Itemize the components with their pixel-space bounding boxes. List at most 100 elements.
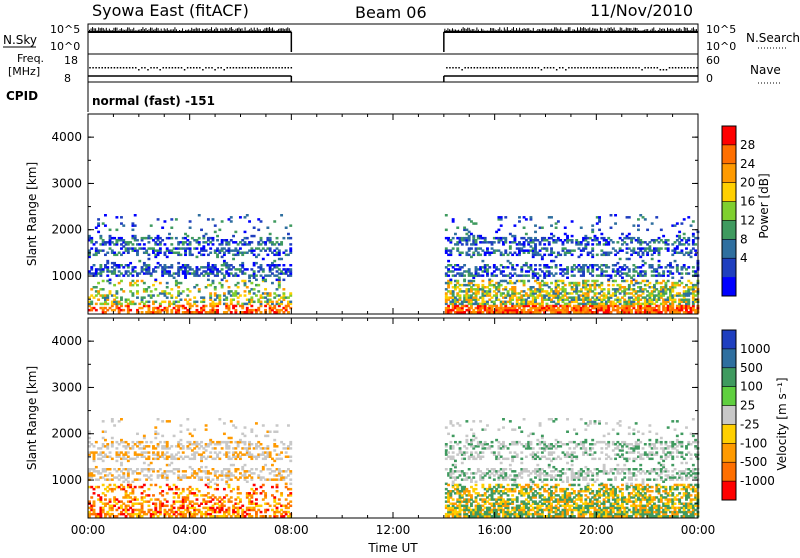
heatmap-cell <box>287 424 290 426</box>
freq-dot <box>141 67 143 69</box>
heatmap-cell <box>289 456 292 458</box>
heatmap-cell <box>170 218 173 220</box>
heatmap-cell <box>93 500 96 502</box>
heatmap-cell <box>221 268 224 270</box>
heatmap-cell <box>170 264 173 266</box>
freq-dot <box>614 67 616 69</box>
freq-dot <box>251 67 253 69</box>
heatmap-cell <box>683 218 686 220</box>
heatmap-cell <box>109 451 112 453</box>
freq-dot <box>629 67 631 69</box>
heatmap-cell <box>461 243 464 245</box>
freq-dot <box>480 67 482 69</box>
heatmap-cell <box>232 258 235 260</box>
heatmap-cell <box>516 264 519 266</box>
heatmap-cell <box>470 247 473 249</box>
freq-dot <box>571 67 573 69</box>
heatmap-cell <box>260 443 263 445</box>
heatmap-cell <box>184 470 187 472</box>
freq-dot <box>181 67 183 69</box>
heatmap-cell <box>93 492 96 494</box>
heatmap-cell <box>539 264 542 266</box>
heatmap-cell <box>479 254 482 256</box>
heatmap-cell <box>241 262 244 264</box>
heatmap-cell <box>289 447 292 449</box>
heatmap-cell <box>678 235 681 237</box>
heatmap-cell <box>246 237 249 239</box>
freq-dot <box>272 67 274 69</box>
heatmap-cell <box>191 435 194 437</box>
heatmap-cell <box>646 229 649 231</box>
colorbar-swatch <box>722 220 736 239</box>
heatmap-cell <box>607 284 610 286</box>
heatmap-cell <box>237 274 240 276</box>
heatmap-cell <box>266 254 269 256</box>
heatmap-cell <box>285 451 288 453</box>
freq-dot <box>178 67 180 69</box>
freq-dot <box>528 67 530 69</box>
freq-dot <box>489 67 491 69</box>
heatmap-cell <box>150 224 153 226</box>
heatmap-cell <box>282 279 285 281</box>
heatmap-cell <box>637 224 640 226</box>
freq-dot <box>291 67 293 69</box>
heatmap-cell <box>463 264 466 266</box>
heatmap-cell <box>106 252 109 254</box>
heatmap-cell <box>678 231 681 233</box>
heatmap-cell <box>134 214 137 216</box>
heatmap-cell <box>147 305 150 307</box>
heatmap-cell <box>285 227 288 229</box>
heatmap-cell <box>102 249 105 251</box>
heatmap-cell <box>237 301 240 303</box>
heatmap-cell <box>154 437 157 439</box>
heatmap-cell <box>180 254 183 256</box>
heatmap-cell <box>136 284 139 286</box>
heatmap-cell <box>244 426 247 428</box>
heatmap-cell <box>115 460 118 462</box>
heatmap-cell <box>95 241 98 243</box>
colorbar-tick-label: 28 <box>740 138 755 152</box>
heatmap-cell <box>170 237 173 239</box>
heatmap-cell <box>632 247 635 249</box>
heatmap-cell <box>566 277 569 279</box>
freq-dot <box>504 67 506 69</box>
heatmap-cell <box>166 282 169 284</box>
heatmap-cell <box>273 439 276 441</box>
heatmap-cell <box>170 462 173 464</box>
freq-dot <box>608 67 610 69</box>
heatmap-cell <box>147 488 150 490</box>
heatmap-cell <box>223 500 226 502</box>
heatmap-cell <box>658 260 661 262</box>
heatmap-cell <box>104 439 107 441</box>
heatmap-cell <box>223 422 226 424</box>
heatmap-cell <box>97 298 100 300</box>
heatmap-cell <box>154 270 157 272</box>
heatmap-cell <box>266 227 269 229</box>
heatmap-cell <box>637 229 640 231</box>
heatmap-cell <box>218 229 221 231</box>
heatmap-cell <box>152 294 155 296</box>
heatmap-cell <box>580 227 583 229</box>
heatmap-cell <box>113 424 116 426</box>
freq-dot <box>269 67 271 69</box>
freq-dot <box>693 67 695 69</box>
heatmap-cell <box>221 284 224 286</box>
heatmap-cell <box>209 247 212 249</box>
heatmap-cell <box>154 502 157 504</box>
heatmap-cell <box>154 426 157 428</box>
freq-dot <box>239 67 241 69</box>
freq-dot <box>281 67 283 69</box>
heatmap-cell <box>543 243 546 245</box>
heatmap-cell <box>287 233 290 235</box>
heatmap-cell <box>230 216 233 218</box>
heatmap-cell <box>273 496 276 498</box>
freq-dot <box>461 69 463 71</box>
freq-dot <box>516 67 518 69</box>
heatmap-cell <box>651 264 654 266</box>
heatmap-cell <box>269 237 272 239</box>
heatmap-cell <box>674 260 677 262</box>
heatmap-cell <box>106 260 109 262</box>
colorbar-tick-label: 20 <box>740 176 755 190</box>
heatmap-cell <box>90 247 93 249</box>
heatmap-cell <box>163 220 166 222</box>
